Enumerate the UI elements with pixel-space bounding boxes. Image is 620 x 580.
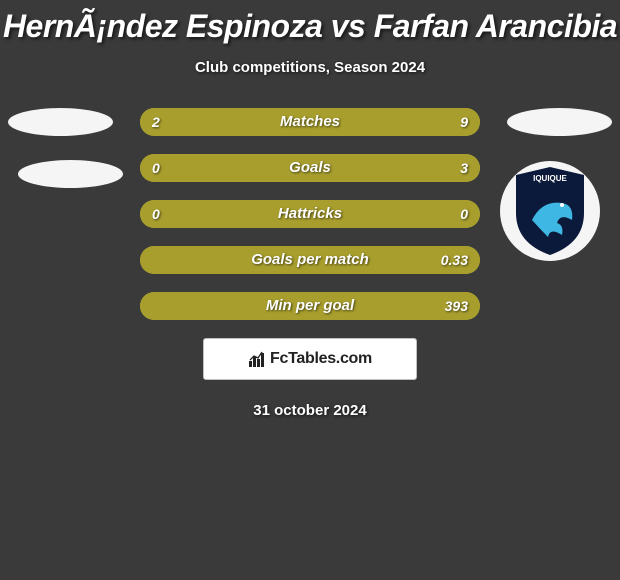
club-crest-icon: IQUIQUE [512,165,588,257]
stat-value-right: 9 [460,108,468,136]
stat-label: Goals [140,154,480,182]
stat-label: Matches [140,108,480,136]
subtitle: Club competitions, Season 2024 [0,59,620,76]
player-right-club-crest: IQUIQUE [500,161,600,261]
stat-value-right: 0.33 [441,246,468,274]
brand-text: FcTables.com [270,350,372,368]
stat-value-right: 3 [460,154,468,182]
brand-box[interactable]: FcTables.com [203,338,417,380]
stat-rows: 2Matches90Goals30Hattricks0Goals per mat… [140,108,480,320]
comparison-widget: HernÃ¡ndez Espinoza vs Farfan Arancibia … [0,0,620,580]
player-left-badge-2 [18,160,123,188]
stat-row: Min per goal393 [140,292,480,320]
player-left-badge-1 [8,108,113,136]
crest-text: IQUIQUE [533,174,567,183]
date: 31 october 2024 [0,402,620,419]
stat-label: Hattricks [140,200,480,228]
bar-chart-icon [248,350,266,368]
stat-row: 0Hattricks0 [140,200,480,228]
stat-value-right: 393 [445,292,468,320]
page-title: HernÃ¡ndez Espinoza vs Farfan Arancibia [0,0,620,45]
stats-area: IQUIQUE 2Matches90Goals30Hattricks0Goals… [0,108,620,320]
stat-value-right: 0 [460,200,468,228]
stat-label: Goals per match [140,246,480,274]
stat-row: Goals per match0.33 [140,246,480,274]
stat-label: Min per goal [140,292,480,320]
stat-row: 2Matches9 [140,108,480,136]
stat-row: 0Goals3 [140,154,480,182]
player-right-badge-1 [507,108,612,136]
